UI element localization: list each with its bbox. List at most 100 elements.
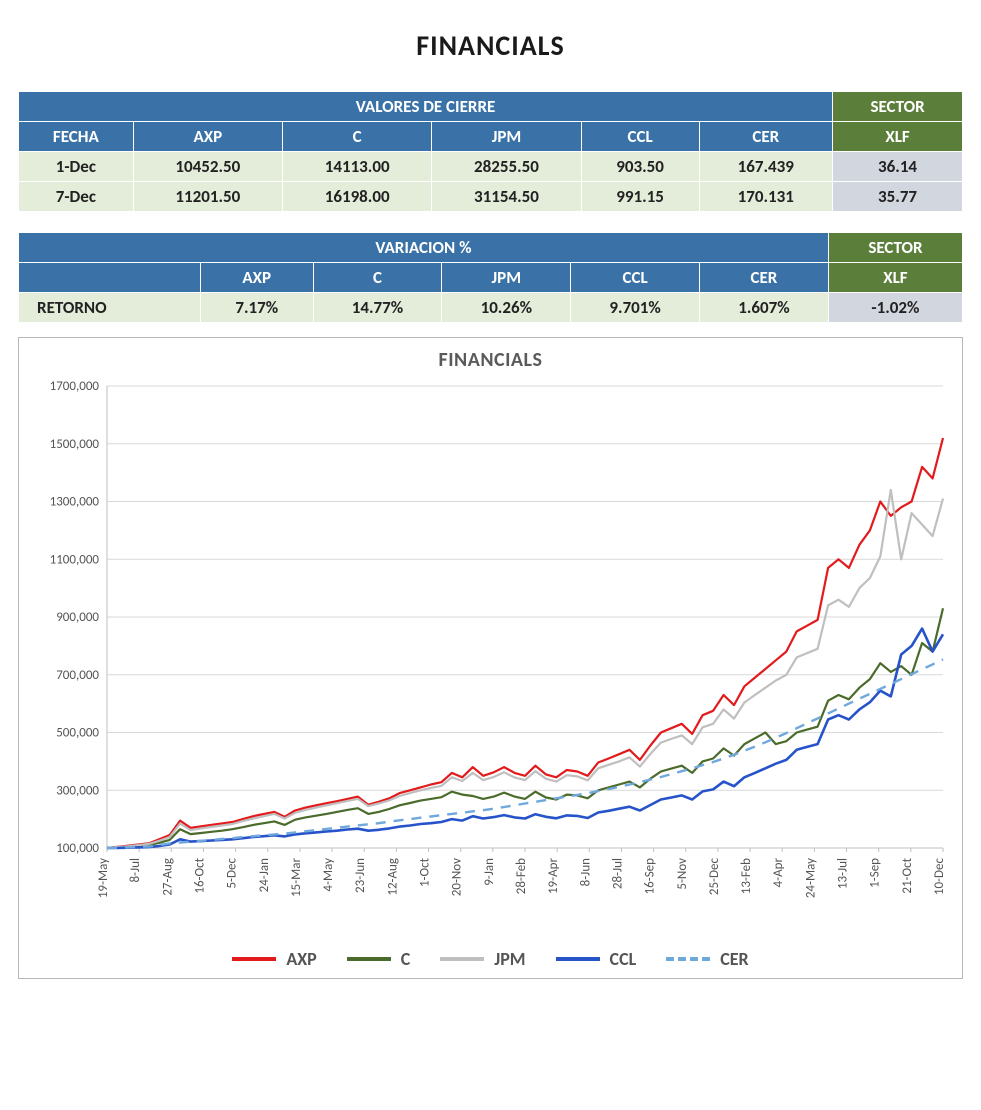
svg-text:24-Jan: 24-Jan [257,858,272,893]
cell: 167.439 [699,152,833,182]
cell: 903.50 [581,152,699,182]
sector-superheader: SECTOR [828,233,962,263]
svg-text:1100,000: 1100,000 [50,552,100,567]
svg-text:19-May: 19-May [96,858,111,898]
svg-text:12-Aug: 12-Aug [385,858,400,896]
svg-text:28-Jul: 28-Jul [610,858,625,889]
cell: -1.02% [828,293,962,323]
cell: 9.701% [571,293,700,323]
page-title: FINANCIALS [15,28,966,63]
sector-superheader: SECTOR [833,92,963,122]
legend-swatch [666,957,710,961]
table-row: 7-Dec 11201.50 16198.00 31154.50 991.15 … [19,182,963,212]
legend-item: C [347,948,411,970]
svg-text:900,000: 900,000 [56,610,99,625]
cell: 14113.00 [283,152,432,182]
cell: 991.15 [581,182,699,212]
legend-swatch [440,957,484,961]
cell: 35.77 [833,182,963,212]
legend-label: AXP [286,948,316,970]
col-xlf: XLF [828,263,962,293]
cell: 14.77% [313,293,442,323]
svg-text:21-Oct: 21-Oct [900,857,915,893]
legend-label: CCL [610,948,637,970]
legend-label: JPM [494,948,525,970]
legend-item: JPM [440,948,525,970]
svg-text:1-Oct: 1-Oct [418,857,433,887]
cell: 170.131 [699,182,833,212]
chart-title: FINANCIALS [29,348,952,372]
cell: 1.607% [700,293,829,323]
cell: 16198.00 [283,182,432,212]
svg-text:23-Jun: 23-Jun [353,858,368,893]
variacion-superheader: VARIACION % [19,233,829,263]
svg-text:25-Dec: 25-Dec [707,858,722,896]
variacion-table: VARIACION % SECTOR AXP C JPM CCL CER XLF… [18,232,963,323]
col-axp: AXP [200,263,313,293]
svg-text:10-Dec: 10-Dec [932,858,947,896]
cell: 10452.50 [133,152,282,182]
col-jpm: JPM [432,122,581,152]
svg-text:24-May: 24-May [803,858,818,898]
svg-text:500,000: 500,000 [56,726,99,741]
svg-text:9-Jan: 9-Jan [482,858,497,886]
svg-text:5-Dec: 5-Dec [225,858,240,889]
valores-superheader: VALORES DE CIERRE [19,92,833,122]
legend-item: CCL [556,948,637,970]
cell: RETORNO [19,293,201,323]
col-ccl: CCL [581,122,699,152]
chart-legend: AXP C JPM CCL CER [29,948,952,970]
svg-text:1300,000: 1300,000 [50,495,100,510]
table-row: 1-Dec 10452.50 14113.00 28255.50 903.50 … [19,152,963,182]
svg-text:300,000: 300,000 [56,783,99,798]
chart-container: FINANCIALS 100,000 300,000 500,000 700,000 9… [18,337,963,979]
cell: 1-Dec [19,152,134,182]
col-jpm: JPM [442,263,571,293]
svg-text:1-Sep: 1-Sep [868,858,883,888]
svg-text:4-May: 4-May [321,858,336,892]
col-fecha: FECHA [19,122,134,152]
legend-label: CER [720,948,748,970]
svg-text:8-Jul: 8-Jul [128,858,143,883]
cell: 28255.50 [432,152,581,182]
col-axp: AXP [133,122,282,152]
svg-text:100,000: 100,000 [56,841,99,856]
svg-text:8-Jun: 8-Jun [578,858,593,887]
svg-text:16-Oct: 16-Oct [192,857,207,893]
svg-text:4-Apr: 4-Apr [771,858,786,888]
cell: 7-Dec [19,182,134,212]
col-c: C [283,122,432,152]
line-chart: 100,000 300,000 500,000 700,000 900,000 1100,… [29,378,949,938]
cell: 10.26% [442,293,571,323]
legend-label: C [401,948,411,970]
spacer-row [19,212,963,227]
cell: 31154.50 [432,182,581,212]
svg-text:15-Mar: 15-Mar [289,858,304,897]
svg-text:13-Jul: 13-Jul [836,858,851,889]
col-ccl: CCL [571,263,700,293]
col-cer: CER [699,122,833,152]
legend-item: AXP [232,948,316,970]
cell: 7.17% [200,293,313,323]
svg-text:16-Sep: 16-Sep [643,858,658,895]
svg-text:20-Nov: 20-Nov [450,858,465,896]
svg-text:19-Apr: 19-Apr [546,858,561,895]
cell: 11201.50 [133,182,282,212]
svg-text:27-Aug: 27-Aug [160,858,175,896]
svg-text:1500,000: 1500,000 [50,437,100,452]
legend-swatch [347,957,391,961]
col-c: C [313,263,442,293]
table-row: RETORNO 7.17% 14.77% 10.26% 9.701% 1.607… [19,293,963,323]
svg-text:13-Feb: 13-Feb [739,858,754,894]
cell: 36.14 [833,152,963,182]
valores-table: VALORES DE CIERRE SECTOR FECHA AXP C JPM… [18,91,963,226]
svg-text:1700,000: 1700,000 [50,379,100,394]
legend-swatch [232,957,276,961]
svg-text:700,000: 700,000 [56,668,99,683]
legend-item: CER [666,948,748,970]
svg-text:5-Nov: 5-Nov [675,858,690,890]
svg-text:28-Feb: 28-Feb [514,858,529,894]
legend-swatch [556,957,600,961]
col-xlf: XLF [833,122,963,152]
col-cer: CER [700,263,829,293]
